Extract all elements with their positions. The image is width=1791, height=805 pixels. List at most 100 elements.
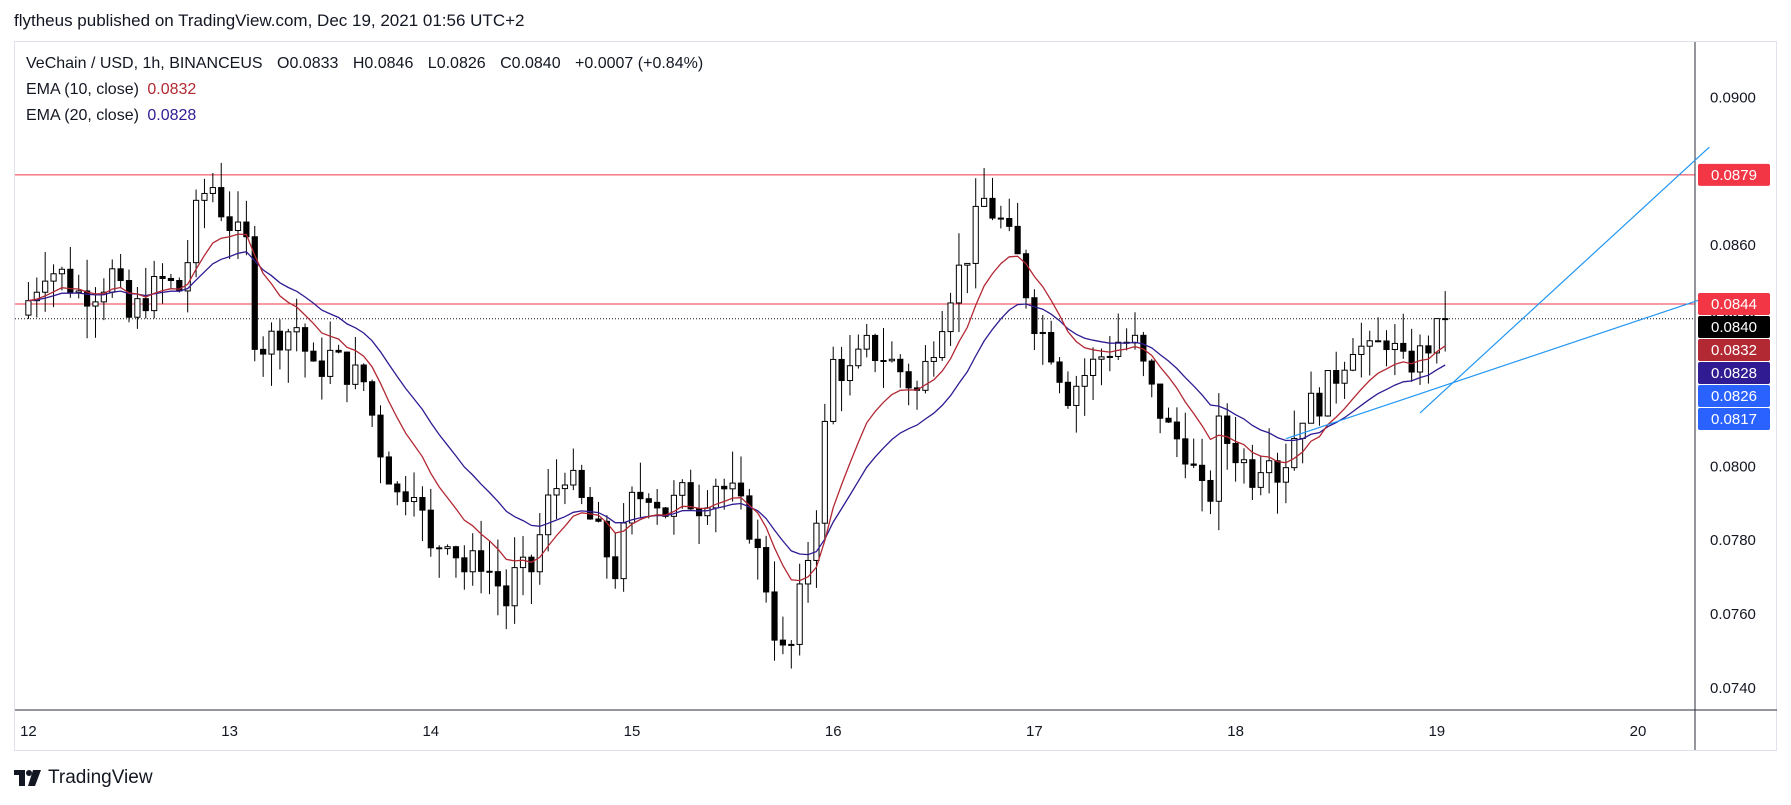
candle-body (545, 494, 552, 536)
candle-body (1416, 345, 1424, 373)
candle-body (394, 483, 401, 493)
publisher-caption: flytheus published on TradingView.com, D… (14, 11, 525, 30)
time-tick-label: 20 (1630, 723, 1647, 740)
candle-body (209, 187, 216, 194)
candle (561, 472, 569, 505)
candle-body (360, 364, 367, 383)
brand-name: TradingView (48, 767, 153, 788)
low-label: L (427, 55, 437, 72)
candle (913, 380, 921, 410)
candle (1307, 371, 1315, 424)
price-tick-label: 0.0760 (1710, 606, 1756, 623)
candle (1098, 348, 1105, 386)
candle-body (377, 414, 384, 458)
candle-body (1106, 355, 1113, 358)
candle-body (528, 556, 535, 573)
candle (503, 569, 510, 630)
candle-body (779, 639, 787, 646)
candle (754, 519, 761, 580)
candle-body (1182, 438, 1189, 465)
candle-body (1098, 356, 1105, 360)
price-tag-background (1698, 316, 1770, 339)
candle (1257, 455, 1264, 496)
candle-body (1307, 392, 1315, 424)
candle (234, 191, 242, 260)
candle (377, 405, 384, 484)
candle (125, 269, 133, 323)
candle (1358, 322, 1365, 378)
ema10-line (28, 233, 1446, 582)
candle (327, 321, 334, 385)
candle-body (1215, 415, 1222, 502)
candle (50, 264, 57, 308)
candle-body (478, 550, 485, 572)
candle (117, 253, 124, 289)
change-value: +0.0007 (+0.84%) (575, 55, 704, 72)
candle (1207, 470, 1214, 515)
candle-body (436, 547, 443, 550)
ema20-legend-row[interactable]: EMA (20, close) 0.0828 (26, 107, 196, 125)
candle (1349, 338, 1357, 372)
candle (452, 545, 460, 578)
candle (285, 328, 292, 383)
ema20-value: 0.0828 (147, 107, 197, 124)
candle (1182, 412, 1189, 479)
candle (570, 448, 577, 491)
candle (461, 545, 468, 590)
candle-body (964, 262, 971, 266)
candle-body (796, 583, 803, 645)
candle (695, 484, 703, 544)
candle (410, 472, 418, 517)
candle-body (855, 348, 862, 367)
candle (821, 403, 828, 541)
candle (1089, 347, 1097, 401)
candle (1157, 383, 1164, 434)
candle (385, 451, 392, 485)
price-tag: 0.0828 (1698, 362, 1770, 385)
symbol-title[interactable]: VeChain / USD, 1h, BINANCEUS (26, 55, 263, 72)
price-tag-label: 0.0828 (1711, 365, 1757, 382)
candle-body (503, 585, 510, 607)
candle-body (285, 331, 292, 351)
price-tag-label: 0.0840 (1711, 319, 1757, 336)
candle (1006, 198, 1013, 232)
candle (218, 162, 225, 222)
candle (771, 561, 778, 661)
candle (494, 539, 501, 616)
trendline (1419, 146, 1710, 414)
candle (947, 292, 954, 346)
candle-body (645, 498, 652, 503)
candle (746, 488, 753, 544)
candle-body (1391, 342, 1398, 351)
time-tick-label: 15 (624, 723, 641, 740)
candle-body (729, 482, 736, 490)
candle-body (654, 501, 661, 509)
candle (897, 354, 904, 388)
candle (603, 515, 610, 579)
candle (813, 510, 820, 588)
tradingview-brand[interactable]: TradingView (14, 767, 153, 789)
candle-body (595, 518, 602, 522)
candle (519, 536, 527, 596)
price-tag-label: 0.0826 (1711, 388, 1757, 405)
candle (42, 251, 49, 312)
candle (1249, 444, 1256, 500)
candle-body (788, 643, 795, 646)
candle (729, 451, 736, 502)
candle (151, 260, 158, 319)
candle-body (754, 538, 761, 549)
candle-body (33, 291, 40, 302)
candle-body (1257, 472, 1264, 488)
candle (737, 456, 745, 510)
candle-body (410, 497, 418, 503)
candle-body (628, 491, 636, 524)
symbol-legend-row: VeChain / USD, 1h, BINANCEUS O0.0833 H0.… (26, 55, 703, 73)
ema10-legend-row[interactable]: EMA (10, close) 0.0832 (26, 81, 196, 99)
candle (997, 205, 1004, 229)
candle (989, 177, 996, 221)
candle (1039, 314, 1046, 365)
candle (1140, 331, 1147, 377)
candle-body (142, 298, 149, 312)
candle-body (637, 491, 644, 500)
